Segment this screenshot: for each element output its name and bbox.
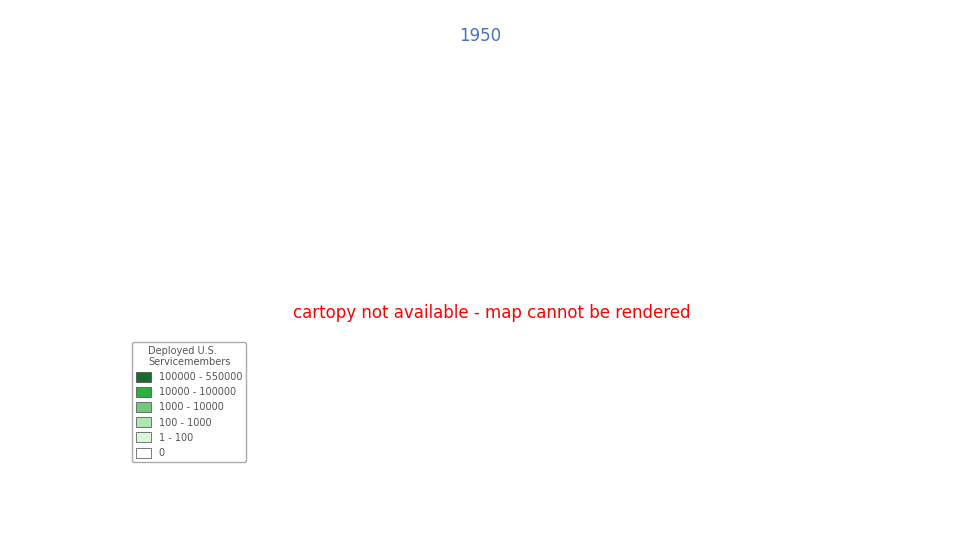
- Legend: 100000 - 550000, 10000 - 100000, 1000 - 10000, 100 - 1000, 1 - 100, 0: 100000 - 550000, 10000 - 100000, 1000 - …: [132, 341, 246, 462]
- Text: 1950: 1950: [459, 27, 501, 45]
- Text: cartopy not available - map cannot be rendered: cartopy not available - map cannot be re…: [293, 304, 691, 322]
